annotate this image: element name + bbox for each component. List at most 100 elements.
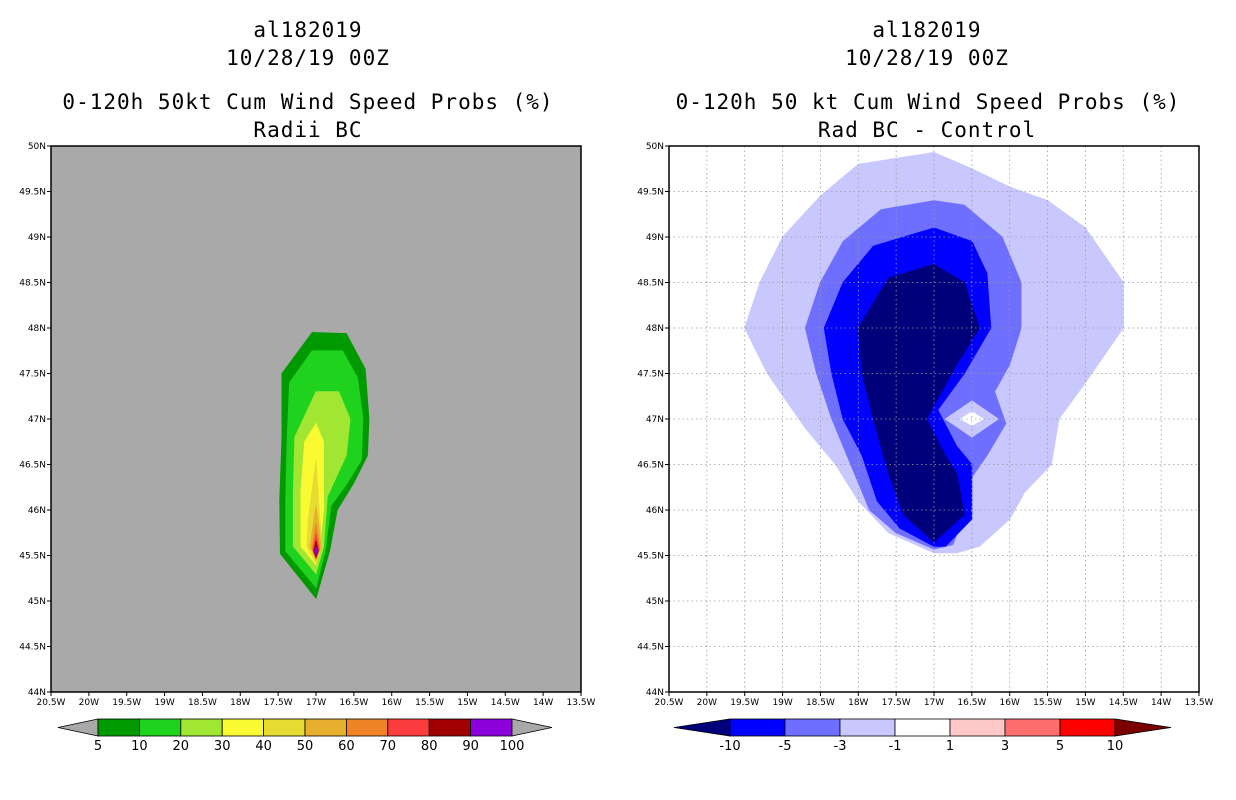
colorbar-arrow-low xyxy=(57,718,99,737)
x-tick-label: 20W xyxy=(697,698,717,708)
y-tick-label: 47.5N xyxy=(637,370,664,380)
colorbar-label: 90 xyxy=(462,739,479,754)
colorbar-label: -5 xyxy=(779,739,792,754)
left-title-subtitle: Radii BC xyxy=(253,118,363,142)
colorbar-swatch xyxy=(221,718,264,737)
colorbar-label: 30 xyxy=(214,739,231,754)
y-tick-label: 47N xyxy=(28,415,46,425)
y-tick-label: 49.5N xyxy=(19,188,46,198)
x-tick-label: 18.5W xyxy=(188,698,217,708)
x-tick-label: 16.5W xyxy=(339,698,368,708)
colorbar-swatch xyxy=(949,718,1006,737)
colorbar-label: 1 xyxy=(946,739,954,754)
colorbar-swatch xyxy=(894,718,951,737)
panel-2: 20.5W 20W 19.5W 19W 18.5W 18W 17.5W 17W 16.5W 16W… xyxy=(637,142,1213,754)
colorbar-label: 60 xyxy=(338,739,355,754)
x-tick-label: 15.5W xyxy=(1033,698,1062,708)
right-title-datetime: 10/28/19 00Z xyxy=(845,46,1009,70)
x-tick-label: 20W xyxy=(79,698,99,708)
colorbar-label: 10 xyxy=(131,739,148,754)
colorbar-arrow-low xyxy=(673,718,731,737)
x-tick-label: 19W xyxy=(772,698,792,708)
x-tick-label: 17W xyxy=(924,698,944,708)
y-tick-label: 46N xyxy=(646,506,664,516)
colorbar-label: -3 xyxy=(834,739,847,754)
right-title-subtitle: Rad BC - Control xyxy=(817,118,1037,142)
y-tick-label: 44.5N xyxy=(19,643,46,653)
y-tick-label: 45N xyxy=(28,597,46,607)
colorbar-swatch xyxy=(1004,718,1061,737)
y-tick-label: 48N xyxy=(28,324,46,334)
colorbar-label: 100 xyxy=(500,739,525,754)
x-tick-label: 19W xyxy=(154,698,174,708)
y-tick-label: 49N xyxy=(646,233,664,243)
x-tick-label: 20.5W xyxy=(37,698,66,708)
colorbar-swatch xyxy=(428,718,472,737)
colorbar-swatch xyxy=(138,718,182,737)
colorbar-label: 70 xyxy=(380,739,397,754)
colorbar-label: -1 xyxy=(889,739,902,754)
colorbar-swatch xyxy=(839,718,896,737)
y-tick-label: 47.5N xyxy=(19,370,46,380)
colorbar-swatch xyxy=(387,718,430,737)
x-tick-label: 16W xyxy=(382,698,402,708)
y-tick-label: 50N xyxy=(28,142,46,152)
y-tick-label: 44.5N xyxy=(637,643,664,653)
y-tick-label: 44N xyxy=(28,688,46,698)
colorbar-swatch xyxy=(304,718,347,737)
x-tick-label: 17.5W xyxy=(264,698,293,708)
x-tick-label: 13.5W xyxy=(567,698,596,708)
colorbar-swatch xyxy=(784,718,841,737)
y-tick-label: 44N xyxy=(646,688,664,698)
colorbar-label: 3 xyxy=(1001,739,1009,754)
x-tick-label: 14W xyxy=(533,698,553,708)
left-title-product: 0-120h 50kt Cum Wind Speed Probs (%) xyxy=(62,90,554,114)
x-tick-label: 15.5W xyxy=(415,698,444,708)
x-tick-label: 14.5W xyxy=(1109,698,1138,708)
colorbar-label: 40 xyxy=(255,739,272,754)
y-tick-label: 49.5N xyxy=(637,188,664,198)
y-tick-label: 49N xyxy=(28,233,46,243)
x-tick-label: 17.5W xyxy=(882,698,911,708)
colorbar-label: 20 xyxy=(173,739,190,754)
x-tick-label: 18.5W xyxy=(806,698,835,708)
y-tick-label: 45N xyxy=(646,597,664,607)
x-tick-label: 15W xyxy=(1075,698,1095,708)
colorbar-label: 50 xyxy=(297,739,314,754)
x-tick-label: 15W xyxy=(457,698,477,708)
x-tick-label: 19.5W xyxy=(730,698,759,708)
panel-1: 20.5W 20W 19.5W 19W 18.5W 18W 17.5W 17W 16.5W 16W… xyxy=(19,142,595,754)
contour-level--10 xyxy=(857,263,980,543)
colorbar-arrow-high xyxy=(511,718,553,737)
x-tick-label: 18W xyxy=(230,698,250,708)
colorbar-swatch xyxy=(470,718,513,737)
colorbar: -10 -5 -3 -1 1 3 5 10 xyxy=(673,718,1172,754)
colorbar-label: 10 xyxy=(1107,739,1124,754)
colorbar-swatch xyxy=(345,718,389,737)
colorbar-swatch xyxy=(729,718,786,737)
contour-level-90 xyxy=(314,545,318,557)
x-tick-label: 17W xyxy=(306,698,326,708)
colorbar-arrow-high xyxy=(1114,718,1172,737)
y-tick-label: 46.5N xyxy=(637,461,664,471)
x-tick-label: 20.5W xyxy=(655,698,684,708)
right-title-storm-id: al182019 xyxy=(872,18,982,42)
x-tick-label: 14.5W xyxy=(491,698,520,708)
x-tick-label: 16.5W xyxy=(957,698,986,708)
right-title-product: 0-120h 50 kt Cum Wind Speed Probs (%) xyxy=(675,90,1181,114)
y-tick-label: 48N xyxy=(646,324,664,334)
y-tick-label: 48.5N xyxy=(637,279,664,289)
y-tick-label: 46.5N xyxy=(19,461,46,471)
x-tick-label: 16W xyxy=(1000,698,1020,708)
y-tick-label: 47N xyxy=(646,415,664,425)
colorbar-label: 80 xyxy=(421,739,438,754)
x-tick-label: 13.5W xyxy=(1185,698,1214,708)
left-title-storm-id: al182019 xyxy=(253,18,363,42)
y-tick-label: 48.5N xyxy=(19,279,46,289)
colorbar-label: 5 xyxy=(94,739,102,754)
colorbar-swatch xyxy=(1059,718,1116,737)
colorbar-swatch xyxy=(97,718,140,737)
x-tick-label: 18W xyxy=(848,698,868,708)
colorbar-label: -10 xyxy=(719,739,740,754)
